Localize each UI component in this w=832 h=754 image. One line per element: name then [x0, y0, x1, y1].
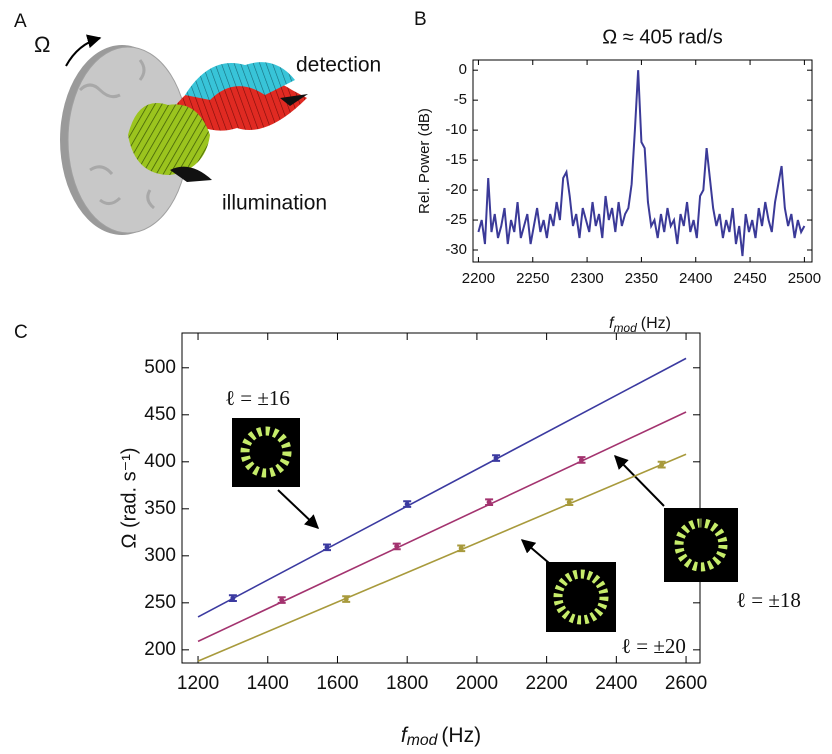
x-tick-label: 2350 [625, 270, 658, 287]
x-tick-label: 2400 [679, 270, 712, 287]
mode-label: ℓ = ±16 [225, 386, 290, 410]
data-point [486, 499, 492, 505]
x-tick-label: 2300 [570, 270, 603, 287]
mode-label: ℓ = ±18 [736, 588, 801, 612]
y-tick-label: -5 [454, 91, 467, 108]
y-tick-label: -15 [445, 151, 467, 168]
x-tick-label: 2250 [516, 270, 549, 287]
x-tick-label: 2400 [595, 673, 637, 694]
panel-a-illustration [60, 34, 308, 235]
fit-line [197, 357, 687, 618]
x-label-symbol: f [609, 315, 615, 332]
data-point [343, 596, 349, 602]
y-tick-label: 300 [144, 545, 176, 566]
y-tick-label: -25 [445, 211, 467, 228]
x-label-unit: (Hz) [441, 724, 481, 747]
y-tick-label: 500 [144, 357, 176, 378]
panel-label: A [14, 11, 27, 32]
x-tick-label: 1800 [386, 673, 428, 694]
plot-area [197, 357, 687, 662]
data-point [324, 544, 330, 550]
data-point [566, 499, 572, 505]
x-tick-label: 2200 [525, 673, 567, 694]
data-point [230, 595, 236, 601]
y-tick-label: 200 [144, 639, 176, 660]
plot-frame [472, 59, 813, 263]
panel-label: C [14, 322, 28, 343]
illumination-label: illumination [222, 192, 327, 215]
chart-title: Ω ≈ 405 rad/s [602, 26, 722, 48]
x-tick-label: 1200 [177, 673, 219, 694]
spectrum-line [477, 70, 806, 257]
x-tick-label: 2600 [665, 673, 707, 694]
mode-label: ℓ = ±20 [621, 634, 686, 658]
x-tick-label: 2450 [733, 270, 766, 287]
plot-frame [181, 332, 701, 664]
y-tick-label: 250 [144, 592, 176, 613]
data-point [394, 543, 400, 549]
x-tick-label: 2500 [788, 270, 821, 287]
mode-insets [232, 418, 738, 632]
x-label-subscript: mod [407, 732, 439, 749]
panel-label: B [414, 9, 427, 30]
data-point [578, 457, 584, 463]
y-tick-label: -10 [445, 121, 467, 138]
data-point [493, 455, 499, 461]
x-tick-label: 1400 [247, 673, 289, 694]
y-tick-label: 0 [459, 61, 467, 78]
y-axis-label: Ω (rad. s⁻¹) [118, 447, 140, 548]
omega-label: Ω [34, 32, 50, 57]
y-tick-label: 350 [144, 498, 176, 519]
y-tick-label: 450 [144, 404, 176, 425]
data-point [458, 545, 464, 551]
x-tick-label: 2000 [456, 673, 498, 694]
x-label-subscript: mod [613, 321, 637, 335]
y-axis-label: Rel. Power (dB) [416, 108, 433, 214]
x-axis-label: fmod (Hz) [609, 315, 671, 335]
y-tick-label: 400 [144, 451, 176, 472]
fit-line [197, 453, 687, 662]
data-point [279, 597, 285, 603]
x-tick-label: 1600 [316, 673, 358, 694]
data-point [659, 462, 665, 468]
x-tick-label: 2200 [462, 270, 495, 287]
data-point [404, 501, 410, 507]
x-axis-label: fmod (Hz) [401, 724, 481, 750]
x-label-symbol: f [401, 724, 409, 747]
x-label-unit: (Hz) [641, 315, 671, 332]
y-tick-label: -20 [445, 181, 467, 198]
detection-label: detection [296, 54, 381, 77]
y-tick-label: -30 [445, 241, 467, 258]
plot-area [477, 70, 806, 257]
